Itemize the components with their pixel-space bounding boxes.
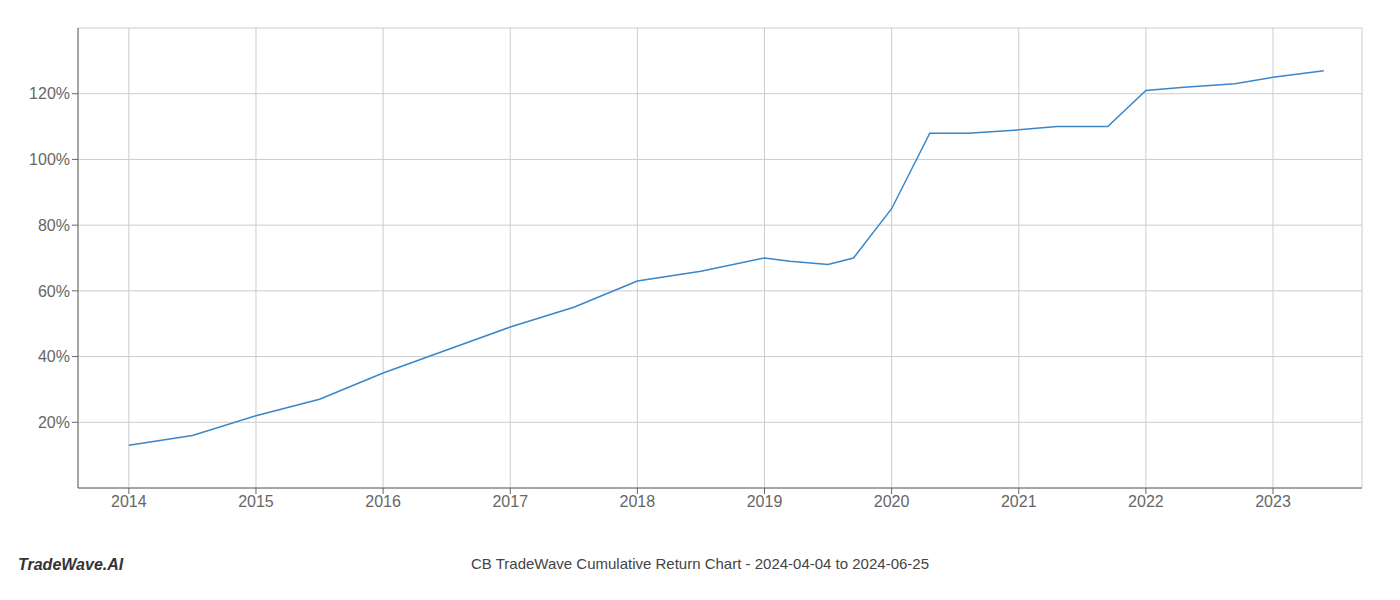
svg-text:2020: 2020 [874, 493, 910, 510]
svg-text:80%: 80% [38, 217, 70, 234]
svg-text:2019: 2019 [747, 493, 783, 510]
svg-text:2016: 2016 [365, 493, 401, 510]
svg-text:20%: 20% [38, 414, 70, 431]
svg-text:2015: 2015 [238, 493, 274, 510]
html-text:CB TradeWave Cumulative Return: CB TradeWave Cumulative Return Chart - 2… [471, 554, 929, 572]
svg-text:2023: 2023 [1255, 493, 1291, 510]
svg-text:2014: 2014 [111, 493, 147, 510]
svg-text:2017: 2017 [492, 493, 528, 510]
svg-text:2021: 2021 [1001, 493, 1037, 510]
svg-text:2018: 2018 [620, 493, 656, 510]
svg-text:40%: 40% [38, 348, 70, 365]
html-text:TradeWave.AI: TradeWave.AI [18, 556, 124, 573]
svg-text:120%: 120% [29, 85, 70, 102]
svg-text:60%: 60% [38, 283, 70, 300]
svg-text:2022: 2022 [1128, 493, 1164, 510]
svg-text:100%: 100% [29, 151, 70, 168]
